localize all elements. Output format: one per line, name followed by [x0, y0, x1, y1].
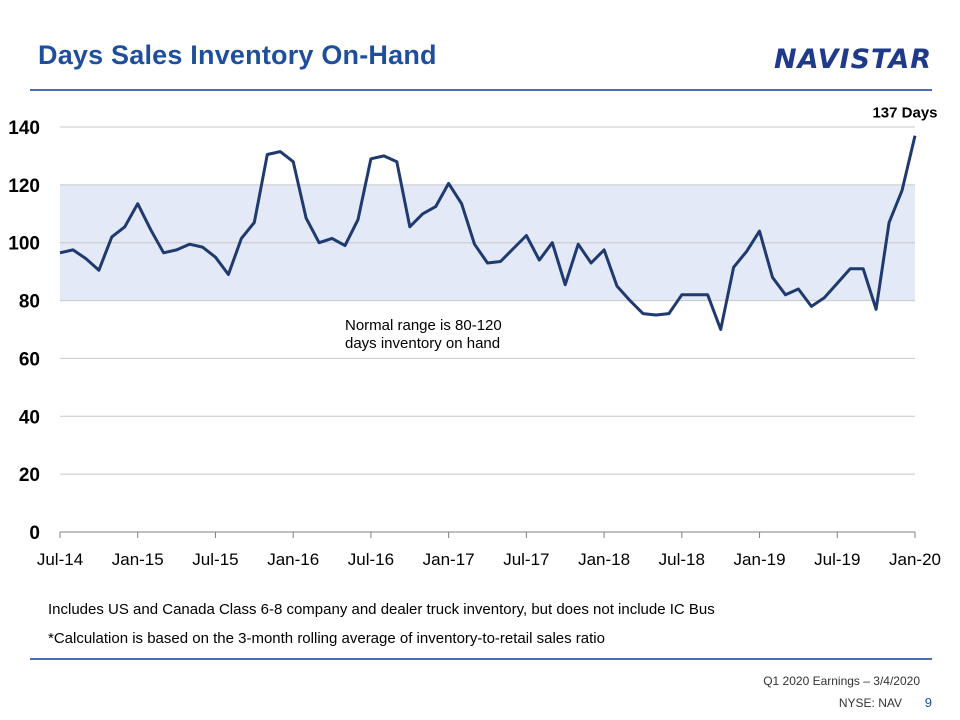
series-line — [59, 135, 917, 331]
x-tick-label: Jan-19 — [734, 550, 786, 569]
x-tick-label: Jul-17 — [503, 550, 549, 569]
page-number: 9 — [924, 695, 932, 710]
x-tick-label: Jul-19 — [814, 550, 860, 569]
normal-range-annotation-line2: days inventory on hand — [345, 335, 500, 352]
y-tick-label: 40 — [19, 407, 40, 428]
y-tick-label: 100 — [8, 234, 40, 255]
y-tick-label: 120 — [8, 176, 40, 197]
x-tick-label: Jan-18 — [578, 550, 630, 569]
line-chart: 0 20 40 60 80 100 120 140 Jul-14 Jan-15 Jul-15 Jan… — [8, 105, 941, 569]
footer-ticker: NYSE: NAV — [838, 696, 902, 710]
y-tick-label: 140 — [8, 118, 40, 139]
y-tick-label: 80 — [19, 292, 40, 313]
y-tick-label: 0 — [29, 523, 40, 544]
x-tick-label: Jan-16 — [267, 550, 319, 569]
logo-text: NAVISTAR — [774, 44, 932, 74]
header-divider — [30, 89, 932, 91]
footer-divider — [30, 658, 932, 660]
x-tick-label: Jan-15 — [112, 550, 164, 569]
x-axis-tick-marks — [59, 532, 916, 538]
x-tick-label: Jan-17 — [423, 550, 475, 569]
gridlines — [60, 126, 915, 475]
x-tick-label: Jul-16 — [348, 550, 394, 569]
y-tick-label: 20 — [19, 465, 40, 486]
x-tick-label: Jan-20 — [889, 550, 941, 569]
footer-earnings-date: Q1 2020 Earnings – 3/4/2020 — [763, 674, 920, 688]
y-axis-tick-labels: 0 20 40 60 80 100 120 140 — [8, 118, 40, 544]
last-value-label: 137 Days — [872, 105, 937, 122]
x-tick-label: Jul-18 — [659, 550, 705, 569]
normal-range-annotation-line1: Normal range is 80-120 — [345, 317, 502, 334]
navistar-logo: NAVISTAR — [774, 44, 932, 74]
x-axis-tick-labels: Jul-14 Jan-15 Jul-15 Jan-16 Jul-16 Jan-17 Jul-… — [37, 550, 941, 569]
footnote-calculation: *Calculation is based on the 3-month rol… — [48, 630, 605, 647]
x-tick-label: Jul-15 — [192, 550, 238, 569]
footnote-scope: Includes US and Canada Class 6-8 company… — [48, 601, 715, 618]
x-tick-label: Jul-14 — [37, 550, 83, 569]
page-title: Days Sales Inventory On-Hand — [38, 40, 437, 70]
y-tick-label: 60 — [19, 349, 40, 370]
